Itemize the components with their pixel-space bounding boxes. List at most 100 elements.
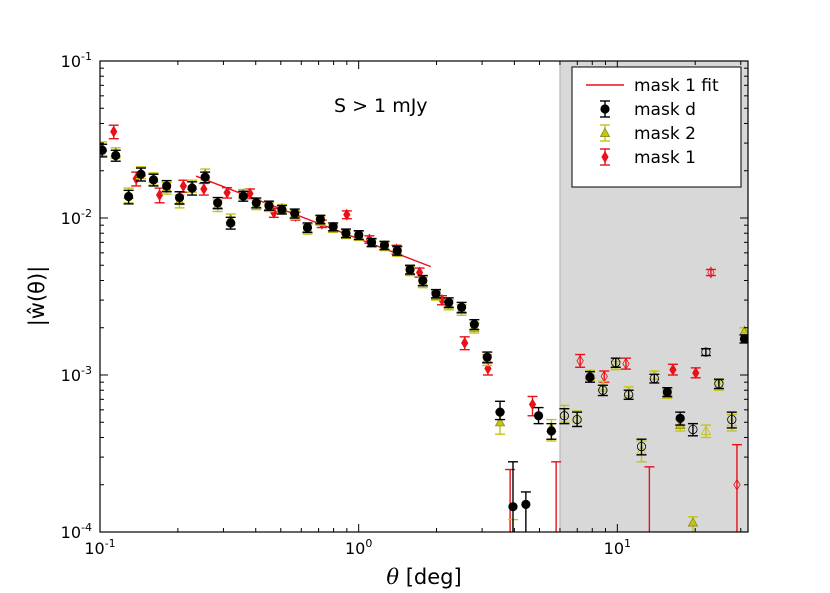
mask-2-point — [494, 416, 506, 427]
mask-d-point — [508, 502, 518, 512]
mask-d-point — [379, 240, 390, 250]
plot-frame — [99, 60, 749, 533]
mask-1-point — [179, 179, 187, 192]
legend-box — [571, 66, 742, 188]
mask-d-point — [533, 411, 544, 421]
legend-label: mask 1 — [634, 148, 696, 168]
mask-d-point — [559, 411, 569, 421]
mask-d-point — [341, 228, 351, 238]
mask-d-point — [662, 387, 672, 397]
mask-d-point — [431, 288, 441, 299]
legend-marker-triangle — [599, 127, 611, 138]
mask-2-point — [610, 359, 621, 370]
mask-d-point — [277, 205, 287, 215]
mask-d-point — [688, 424, 698, 435]
mask-d-point — [418, 275, 428, 286]
mask-d-point — [649, 373, 659, 384]
mask-d-point — [315, 214, 325, 224]
plot-marks — [100, 124, 748, 532]
mask-d-point — [727, 414, 737, 425]
mask-d-point — [111, 150, 121, 161]
y-tick-label-exponent: -4 — [81, 521, 92, 534]
mask-d-point — [598, 385, 608, 395]
mask-d-point — [174, 192, 185, 203]
mask-d-point — [546, 426, 556, 436]
mask-1-point — [576, 354, 584, 367]
x-tick-label-base: 10 — [84, 539, 104, 558]
mask-d-point — [148, 175, 159, 185]
mask-d-point — [495, 407, 505, 417]
mask-1-point — [669, 363, 677, 376]
fit-line — [195, 175, 432, 268]
mask-d-point — [624, 390, 634, 400]
mask-2-point — [687, 516, 699, 527]
x-axis-unit: [deg] — [406, 565, 462, 589]
mask-d-point — [572, 414, 582, 425]
legend-label: mask 1 fit — [634, 76, 719, 96]
mask-d-point — [100, 145, 107, 155]
mask-2-point — [700, 425, 712, 435]
axis-ticks — [99, 60, 748, 533]
y-tick-label-exponent: -1 — [81, 50, 92, 63]
mask-d-point — [366, 237, 377, 247]
x-axis-symbol: θ — [386, 565, 399, 589]
y-tick-label-base: 10 — [61, 209, 81, 228]
mask-d-point — [136, 169, 146, 179]
mask-1-point — [733, 478, 741, 491]
x-tick-label-exponent: -1 — [105, 537, 116, 550]
mask-d-point — [354, 230, 364, 240]
mask-d-point — [162, 181, 172, 191]
mask-d-point — [124, 191, 134, 202]
y-tick-label-base: 10 — [61, 52, 81, 71]
y-tick-label: 10-2 — [61, 207, 92, 228]
mask-d-point — [701, 347, 711, 357]
mask-d-point — [251, 198, 261, 208]
mask-1-point — [707, 266, 715, 279]
x-axis-label: θ [deg] — [386, 565, 461, 589]
x-tick-label-base: 10 — [345, 539, 365, 558]
legend-label: mask 2 — [634, 124, 696, 144]
mask-d-point — [469, 319, 479, 330]
mask-1-point — [461, 336, 469, 349]
mask-d-point — [457, 302, 467, 312]
mask-d-point — [187, 183, 197, 193]
mask-d-point — [226, 218, 236, 228]
mask-1-point — [223, 186, 231, 199]
y-tick-label-exponent: -2 — [81, 207, 92, 220]
mask-d-point — [585, 372, 595, 382]
mask-d-point — [675, 413, 685, 423]
y-tick-label: 10-4 — [61, 521, 92, 542]
mask-1-point — [110, 125, 118, 138]
x-tick-label: 10-1 — [84, 537, 115, 558]
mask-d-point — [328, 222, 338, 232]
annotation-label: S > 1 mJy — [334, 95, 428, 117]
mask-d-point — [264, 200, 274, 211]
mask-d-point — [200, 172, 210, 182]
legend: mask 1 fit mask d mask 2 mask 1 — [571, 66, 742, 188]
mask-1-point — [622, 357, 630, 370]
x-tick-label-exponent: 0 — [365, 537, 372, 550]
mask-d-point — [739, 334, 748, 344]
mask-d-point — [290, 208, 300, 218]
x-tick-label-exponent: 1 — [624, 537, 631, 550]
mask-1-point — [692, 366, 700, 380]
legend-marker-circle — [600, 104, 610, 114]
mask-d-point — [714, 379, 724, 389]
mask-d-point — [213, 198, 223, 208]
y-tick-label: 10-1 — [61, 50, 92, 71]
y-tick-label: 10-3 — [61, 364, 92, 385]
legend-marker-diamond — [601, 150, 609, 164]
mask-1-point — [200, 182, 208, 196]
y-tick-label-base: 10 — [61, 366, 81, 385]
y-tick-label-base: 10 — [61, 523, 81, 542]
x-tick-label-base: 10 — [604, 539, 624, 558]
mask-d-point — [482, 352, 492, 362]
y-axis-label: |ŵ(θ)| — [25, 266, 50, 327]
mask-d-point — [392, 245, 402, 256]
y-tick-label-exponent: -3 — [81, 364, 92, 377]
x-tick-label: 101 — [604, 537, 631, 558]
mask-d-point — [636, 441, 647, 452]
mask-d-point — [444, 297, 454, 308]
mask-1-point — [155, 189, 164, 202]
